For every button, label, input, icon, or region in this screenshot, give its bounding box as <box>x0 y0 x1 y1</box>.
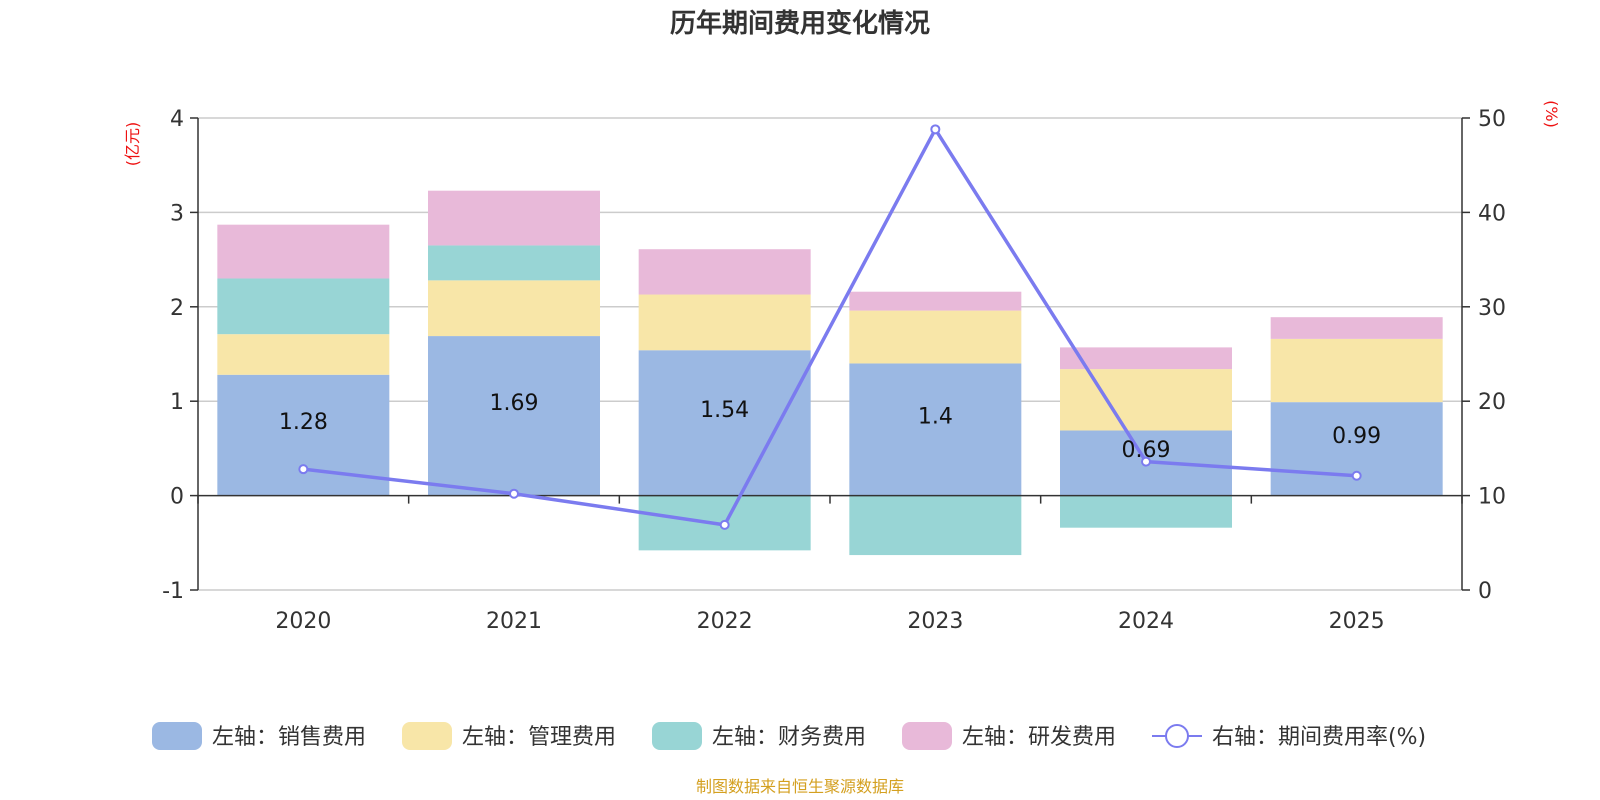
x-axis-tick-label: 2023 <box>907 609 963 634</box>
x-axis-tick-label: 2021 <box>486 609 542 634</box>
line-point <box>298 464 309 475</box>
legend-label-rate: 右轴：期间费用率(%) <box>1212 725 1426 750</box>
right-axis-tick-label: 30 <box>1478 296 1506 321</box>
bar-rnd <box>428 190 600 246</box>
line-point <box>930 124 941 135</box>
source-note: 制图数据来自恒生聚源数据库 <box>696 777 904 796</box>
bar-finance <box>849 495 1022 556</box>
bar-admin <box>638 294 811 351</box>
x-axis-tick-label: 2024 <box>1118 609 1174 634</box>
bar-finance <box>217 278 390 335</box>
bar-rnd <box>217 224 390 279</box>
bar-value-label: 0.99 <box>1332 424 1381 449</box>
bar-rnd <box>849 291 1022 311</box>
bar-value-label: 1.4 <box>918 405 953 430</box>
right-axis-tick-label: 40 <box>1478 201 1506 226</box>
right-axis-unit: (%) <box>1542 100 1561 128</box>
legend-marker-rate <box>1165 724 1189 748</box>
bar-sales <box>638 350 811 496</box>
bar-value-label: 1.54 <box>700 398 749 423</box>
left-axis-tick-label: 3 <box>170 201 184 226</box>
left-axis-tick-label: 0 <box>170 485 184 510</box>
left-axis-tick-label: 2 <box>170 296 184 321</box>
x-axis-tick-label: 2020 <box>275 609 331 634</box>
x-axis-tick-label: 2025 <box>1329 609 1385 634</box>
legend-label-admin: 左轴：管理费用 <box>462 725 616 750</box>
left-axis-tick-label: -1 <box>162 579 184 604</box>
bar-rnd <box>638 249 811 295</box>
bar-admin <box>1060 369 1232 431</box>
bar-admin <box>428 280 600 337</box>
left-axis-unit: (亿元) <box>123 122 142 167</box>
line-point <box>719 519 730 530</box>
bar-rnd <box>1270 317 1443 339</box>
left-axis-tick-label: 1 <box>170 390 184 415</box>
right-axis-tick-label: 50 <box>1478 107 1506 132</box>
bar-admin <box>217 334 390 375</box>
bar-sales <box>428 336 600 496</box>
bar-admin <box>849 310 1022 364</box>
legend-swatch-admin <box>402 722 452 750</box>
bar-value-label: 0.69 <box>1122 438 1171 463</box>
line-point <box>1141 456 1151 467</box>
bar-value-label: 1.28 <box>279 410 328 435</box>
bar-finance <box>428 245 600 281</box>
bar-admin <box>1270 338 1443 403</box>
bar-value-label: 1.69 <box>490 391 539 416</box>
chart-title: 历年期间费用变化情况 <box>670 8 930 39</box>
line-point <box>509 488 519 499</box>
right-axis-tick-label: 0 <box>1478 579 1492 604</box>
line-rate <box>303 127 1357 527</box>
legend-label-sales: 左轴：销售费用 <box>212 725 366 750</box>
x-axis-tick-label: 2022 <box>697 609 753 634</box>
legend-swatch-sales <box>152 722 202 750</box>
legend-swatch-rnd <box>902 722 952 750</box>
right-axis-tick-label: 10 <box>1478 485 1506 510</box>
bar-sales <box>849 363 1022 496</box>
legend-label-finance: 左轴：财务费用 <box>712 725 866 750</box>
right-axis-tick-label: 20 <box>1478 390 1506 415</box>
left-axis-tick-label: 4 <box>170 107 184 132</box>
legend-label-rnd: 左轴：研发费用 <box>962 725 1116 750</box>
bar-finance <box>1060 495 1232 528</box>
line-point <box>1351 470 1362 481</box>
bar-rnd <box>1060 347 1232 370</box>
legend-swatch-finance <box>652 722 702 750</box>
